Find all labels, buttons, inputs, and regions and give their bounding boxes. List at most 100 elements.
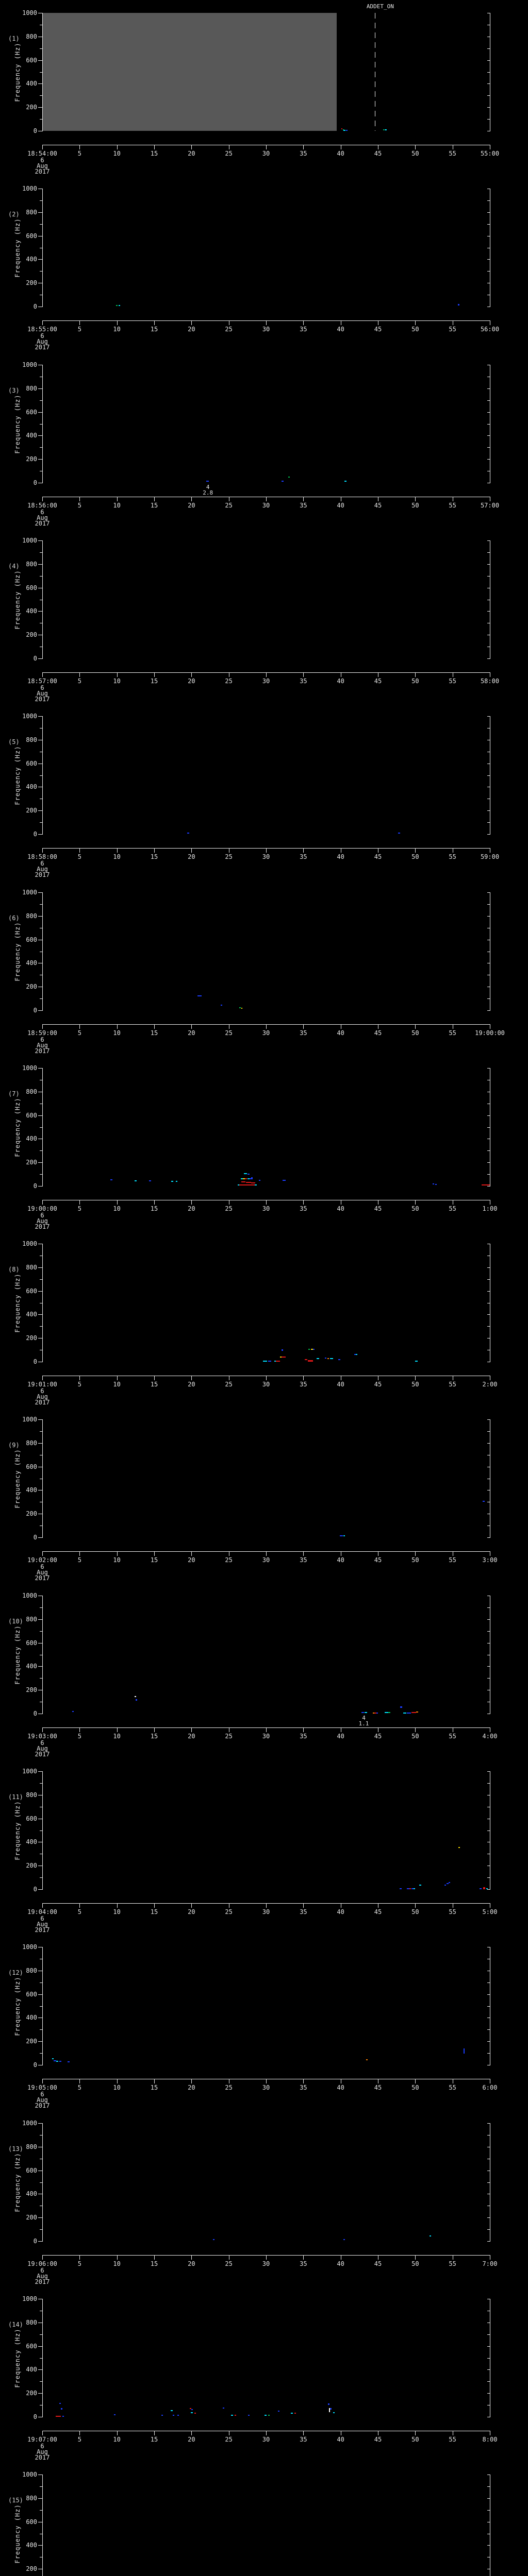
y-major-tick xyxy=(38,540,42,541)
date-label-line: Aug xyxy=(37,1745,48,1752)
y-minor-tick xyxy=(40,200,42,201)
x-major-tick xyxy=(415,1904,416,1908)
no-data-region xyxy=(42,13,337,131)
y-tick-label: 600 xyxy=(26,1463,37,1470)
right-axis-tick xyxy=(487,775,490,776)
x-tick-label: 5 xyxy=(77,2084,81,2091)
x-tick-label: 15 xyxy=(150,502,158,509)
date-label-line: 2017 xyxy=(35,168,50,175)
y-minor-tick xyxy=(40,2229,42,2230)
right-axis-tick xyxy=(487,1631,490,1632)
x-tick-label: 5 xyxy=(77,2436,81,2443)
x-tick-label: 25 xyxy=(225,326,233,333)
y-tick-label: 0 xyxy=(33,303,37,310)
right-axis-tick xyxy=(487,892,490,893)
detection-mark xyxy=(190,2408,192,2410)
x-tick-label: 58:00 xyxy=(480,677,500,685)
date-label-line: 6 xyxy=(40,684,44,691)
x-tick-label: 10 xyxy=(113,1908,121,1916)
detection-mark xyxy=(447,1883,449,1885)
y-tick-label: 800 xyxy=(26,1791,37,1799)
y-tick-label: 0 xyxy=(33,479,37,486)
y-axis-line xyxy=(42,892,43,1011)
y-axis-line xyxy=(42,365,43,483)
x-tick-label: 55 xyxy=(449,853,456,860)
detection-mark xyxy=(243,1173,247,1175)
detection-mark xyxy=(265,2414,267,2416)
detection-mark xyxy=(411,1711,417,1713)
x-tick-label: 15 xyxy=(150,677,158,685)
y-minor-tick xyxy=(40,400,42,401)
y-major-tick xyxy=(38,1314,42,1315)
y-major-tick xyxy=(38,834,42,835)
spectrogram-panel: (9) Frequency (Hz) 0 200 400 600 800 1000 19:02:… xyxy=(0,1406,528,1583)
detection-mark xyxy=(56,2415,61,2417)
x-major-tick xyxy=(266,1904,267,1908)
y-major-tick xyxy=(38,1068,42,1069)
x-major-tick xyxy=(191,145,192,149)
right-axis-tick xyxy=(487,1267,490,1268)
right-axis-tick xyxy=(487,2006,490,2007)
x-tick-label: 50 xyxy=(411,2436,419,2443)
right-axis-tick xyxy=(487,1889,490,1890)
x-tick-label: 19:04:00 xyxy=(27,1908,57,1916)
detection-mark xyxy=(268,2415,270,2416)
x-major-tick xyxy=(154,673,155,677)
right-axis-tick xyxy=(487,2241,490,2242)
detection-mark xyxy=(282,481,284,482)
right-axis-tick xyxy=(487,95,490,96)
y-tick-label: 200 xyxy=(26,1334,37,1342)
date-label-line: 2017 xyxy=(35,1574,50,1582)
y-major-tick xyxy=(38,2545,42,2546)
y-minor-tick xyxy=(40,552,42,553)
x-tick-label: 18:59:00 xyxy=(27,1029,57,1037)
x-tick-label: 35 xyxy=(300,1556,307,1564)
y-tick-label: 1000 xyxy=(22,2471,37,2478)
x-major-tick xyxy=(42,1552,43,1556)
y-tick-label: 400 xyxy=(26,2190,37,2198)
detection-mark xyxy=(308,1360,313,1362)
y-major-tick xyxy=(38,1771,42,1772)
x-major-tick xyxy=(266,145,267,149)
detection-mark xyxy=(148,1180,151,1181)
x-major-tick xyxy=(303,1552,304,1556)
right-axis-tick xyxy=(487,2393,490,2394)
x-tick-label: 19:00:00 xyxy=(27,1205,57,1212)
date-label-line: Aug xyxy=(37,690,48,697)
x-major-tick xyxy=(191,1376,192,1380)
x-tick-label: 30 xyxy=(262,1381,270,1388)
spectrogram-panel: (10) Frequency (Hz) 0 200 400 600 800 1000 4 1.1 1… xyxy=(0,1583,528,1759)
date-label-line: 6 xyxy=(40,509,44,516)
x-tick-label: 15 xyxy=(150,2084,158,2091)
detection-mark xyxy=(483,1887,485,1889)
x-major-tick xyxy=(42,1025,43,1029)
x-tick-label: 30 xyxy=(262,853,270,860)
right-axis-tick xyxy=(487,2217,490,2218)
x-tick-label: 10 xyxy=(113,1205,121,1212)
panel-index-label: (4) xyxy=(8,563,20,570)
detection-mark xyxy=(383,129,385,130)
y-minor-tick xyxy=(40,119,42,120)
y-minor-tick xyxy=(40,2381,42,2382)
right-axis-tick xyxy=(487,1127,490,1128)
right-axis-tick xyxy=(487,540,490,541)
y-minor-tick xyxy=(40,575,42,577)
x-axis-line xyxy=(42,848,490,849)
detection-mark xyxy=(241,1007,243,1009)
y-axis-line xyxy=(42,1419,43,1538)
date-label-line: 6 xyxy=(40,860,44,867)
x-tick-label: 55 xyxy=(449,1908,456,1916)
y-major-tick xyxy=(38,83,42,84)
x-tick-label: 40 xyxy=(337,2260,344,2267)
y-minor-tick xyxy=(40,1279,42,1280)
y-tick-label: 0 xyxy=(33,127,37,134)
x-major-tick xyxy=(266,2256,267,2260)
y-tick-label: 0 xyxy=(33,1534,37,1541)
x-tick-label: 19:03:00 xyxy=(27,1733,57,1740)
x-tick-label: 55 xyxy=(449,1733,456,1740)
y-minor-tick xyxy=(40,1431,42,1432)
x-tick-label: 40 xyxy=(337,150,344,157)
x-tick-label: 55 xyxy=(449,1556,456,1564)
detection-mark xyxy=(161,2414,163,2416)
x-major-tick xyxy=(191,497,192,501)
